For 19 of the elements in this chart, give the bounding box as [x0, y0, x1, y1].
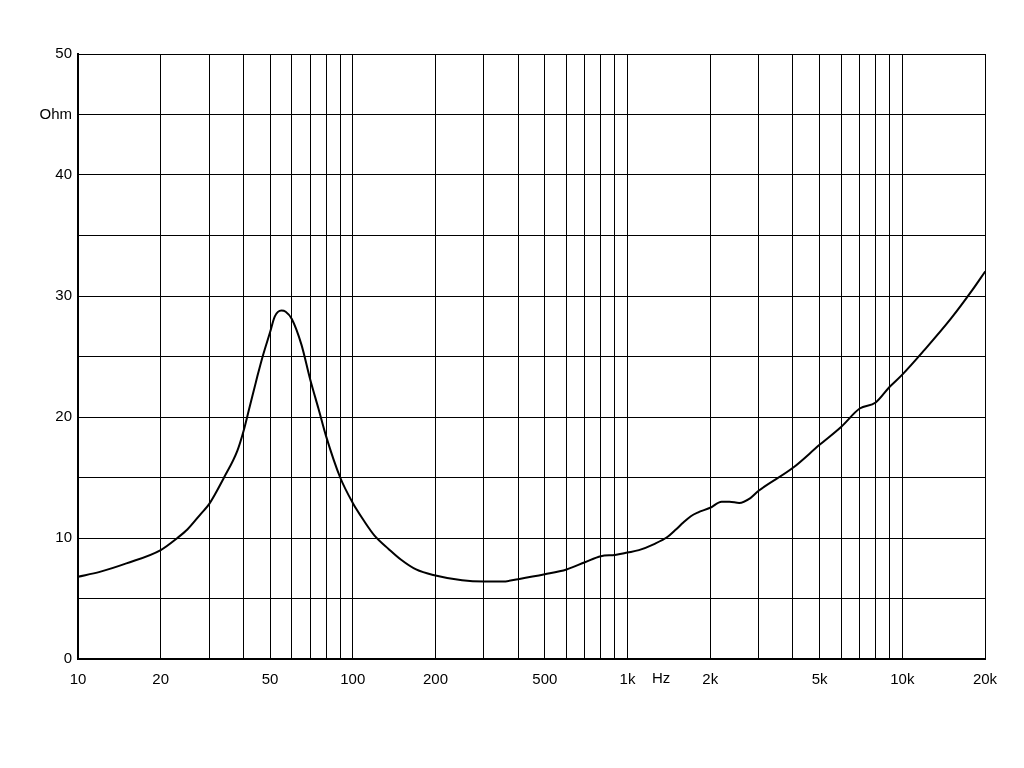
- x-tick-label: 5k: [811, 670, 828, 688]
- x-axis-title: Hz: [652, 668, 671, 686]
- y-tick-label: 20: [55, 407, 72, 425]
- x-tick-label: 20: [152, 670, 170, 688]
- x-tick-label: 200: [422, 670, 448, 688]
- y-tick-label: 50: [55, 44, 72, 62]
- y-tick-label: 40: [55, 165, 72, 183]
- x-tick-label: 2k: [702, 670, 719, 688]
- y-tick-label: 0: [63, 649, 72, 667]
- x-tick-label: 1k: [619, 670, 636, 688]
- x-tick-label: 500: [532, 670, 558, 688]
- x-tick-label: 10k: [890, 670, 915, 688]
- x-tick-label: 50: [261, 670, 279, 688]
- x-tick-label: 10: [69, 670, 87, 688]
- x-tick-label: 100: [340, 670, 366, 688]
- y-axis-title: Ohm: [39, 104, 72, 122]
- y-tick-label: 30: [55, 286, 72, 304]
- y-tick-label: 10: [55, 528, 72, 546]
- x-tick-label: 20k: [972, 670, 998, 688]
